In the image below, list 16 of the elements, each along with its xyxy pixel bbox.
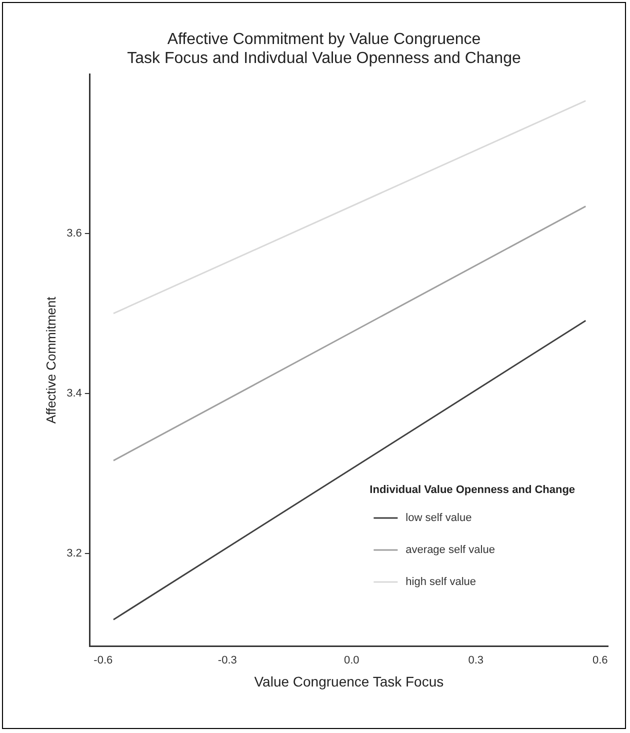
y-tick-label: 3.6 <box>66 228 82 240</box>
x-tick-label: 0.3 <box>468 654 484 667</box>
y-tick-label: 3.4 <box>66 387 82 400</box>
y-axis-title: Affective Commitment <box>43 296 58 424</box>
x-tick-label: 0.6 <box>592 654 608 667</box>
legend-title: Individual Value Openness and Change <box>370 484 576 496</box>
x-tick-label: -0.3 <box>218 654 237 667</box>
text: Affective Commitment by Value Congruence <box>167 31 481 48</box>
x-axis-title: Value Congruence Task Focus <box>254 673 444 690</box>
legend-label: high self value <box>406 576 476 588</box>
y-tick-label: 3.2 <box>66 547 82 560</box>
legend-label: low self value <box>406 512 472 524</box>
text: Task Focus and Indivdual Value Openness and Change <box>127 50 521 68</box>
legend-label: average self value <box>406 544 495 556</box>
x-tick-label: -0.6 <box>94 654 113 667</box>
x-tick-label: 0.0 <box>344 654 360 667</box>
